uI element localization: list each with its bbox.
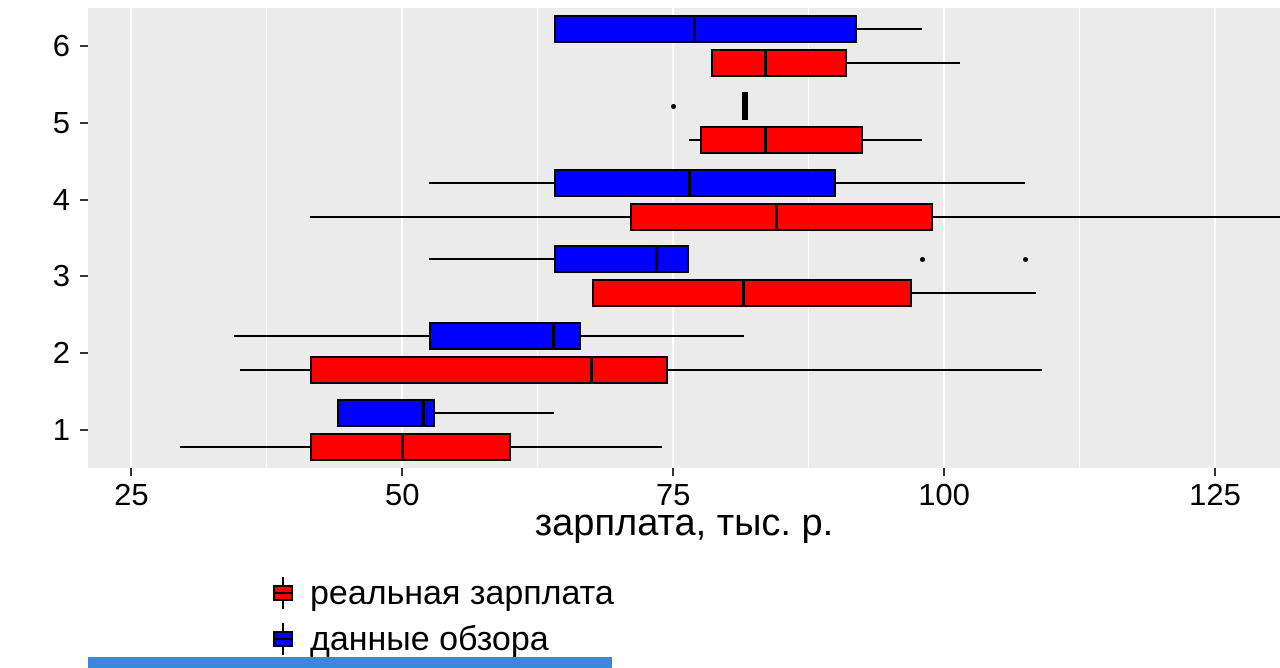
median-line bbox=[774, 202, 778, 231]
gridline-minor bbox=[266, 8, 268, 468]
y-tick-mark bbox=[80, 122, 88, 124]
legend-item-survey-data: данные обзора bbox=[270, 618, 614, 660]
x-tick-label: 25 bbox=[114, 477, 149, 512]
gridline-major bbox=[1213, 8, 1216, 468]
median-line bbox=[552, 322, 556, 350]
x-tick-label: 100 bbox=[918, 477, 970, 512]
gridline-major bbox=[401, 8, 404, 468]
box-данные обзора bbox=[553, 168, 836, 197]
median-line bbox=[693, 15, 697, 44]
x-axis-title: зарплата, тыс. р. bbox=[534, 502, 834, 544]
y-tick-label: 1 bbox=[52, 411, 70, 447]
median-line bbox=[400, 432, 404, 461]
box-данные обзора bbox=[337, 398, 435, 427]
y-tick-label: 5 bbox=[52, 105, 70, 140]
median-line bbox=[742, 92, 746, 120]
box-реальная зарплата bbox=[711, 49, 847, 78]
legend-label-survey-data: данные обзора bbox=[310, 620, 549, 658]
median-line bbox=[590, 356, 594, 384]
y-tick-mark bbox=[80, 275, 88, 278]
box-данные обзора bbox=[553, 245, 690, 274]
key-median-line bbox=[273, 592, 293, 594]
y-tick-mark bbox=[80, 198, 88, 201]
gridline-minor bbox=[808, 8, 810, 468]
box-реальная зарплата bbox=[310, 432, 511, 461]
y-tick-mark bbox=[80, 352, 88, 354]
median-line bbox=[763, 49, 767, 78]
legend-label-real-salary: реальная зарплата bbox=[310, 574, 614, 612]
median-line bbox=[655, 245, 659, 274]
boxplot-key-blue-icon bbox=[270, 623, 296, 655]
median-line bbox=[763, 126, 767, 154]
bottom-blue-bar bbox=[88, 657, 612, 668]
y-tick-label: 4 bbox=[52, 181, 70, 217]
median-line bbox=[422, 398, 426, 427]
y-tick-label: 2 bbox=[52, 335, 70, 370]
x-tick-mark bbox=[401, 468, 404, 476]
box-данные обзора bbox=[429, 322, 582, 350]
y-tick-label: 6 bbox=[52, 28, 70, 64]
x-tick-mark bbox=[943, 468, 946, 476]
outlier-point bbox=[670, 103, 676, 109]
legend-item-real-salary: реальная зарплата bbox=[270, 572, 614, 614]
median-line bbox=[687, 168, 691, 197]
plot-panel bbox=[88, 8, 1280, 468]
x-tick-label: 125 bbox=[1189, 477, 1241, 512]
legend: реальная зарплата данные обзора bbox=[270, 572, 614, 660]
gridline-minor bbox=[1079, 8, 1081, 468]
median-line bbox=[742, 279, 746, 308]
y-tick-mark bbox=[80, 428, 88, 431]
x-tick-mark bbox=[130, 468, 133, 476]
gridline-major bbox=[130, 8, 133, 468]
whisker-line bbox=[337, 411, 554, 414]
outlier-point bbox=[919, 256, 925, 262]
x-tick-mark bbox=[672, 468, 675, 476]
box-реальная зарплата bbox=[591, 279, 912, 308]
key-median-line bbox=[273, 638, 293, 640]
y-tick-label: 3 bbox=[52, 258, 70, 294]
x-tick-mark bbox=[1213, 468, 1216, 476]
gridline-minor bbox=[537, 8, 539, 468]
gridline-major bbox=[943, 8, 946, 468]
outlier-point bbox=[1022, 256, 1028, 262]
x-tick-label: 75 bbox=[655, 477, 691, 512]
box-реальная зарплата bbox=[629, 202, 934, 231]
box-реальная зарплата bbox=[310, 356, 668, 384]
box-реальная зарплата bbox=[700, 126, 863, 154]
x-tick-label: 50 bbox=[385, 477, 420, 512]
box-данные обзора bbox=[553, 15, 858, 44]
y-tick-mark bbox=[80, 45, 88, 48]
boxplot-key-red-icon bbox=[270, 577, 296, 609]
gridline-major bbox=[672, 8, 675, 468]
